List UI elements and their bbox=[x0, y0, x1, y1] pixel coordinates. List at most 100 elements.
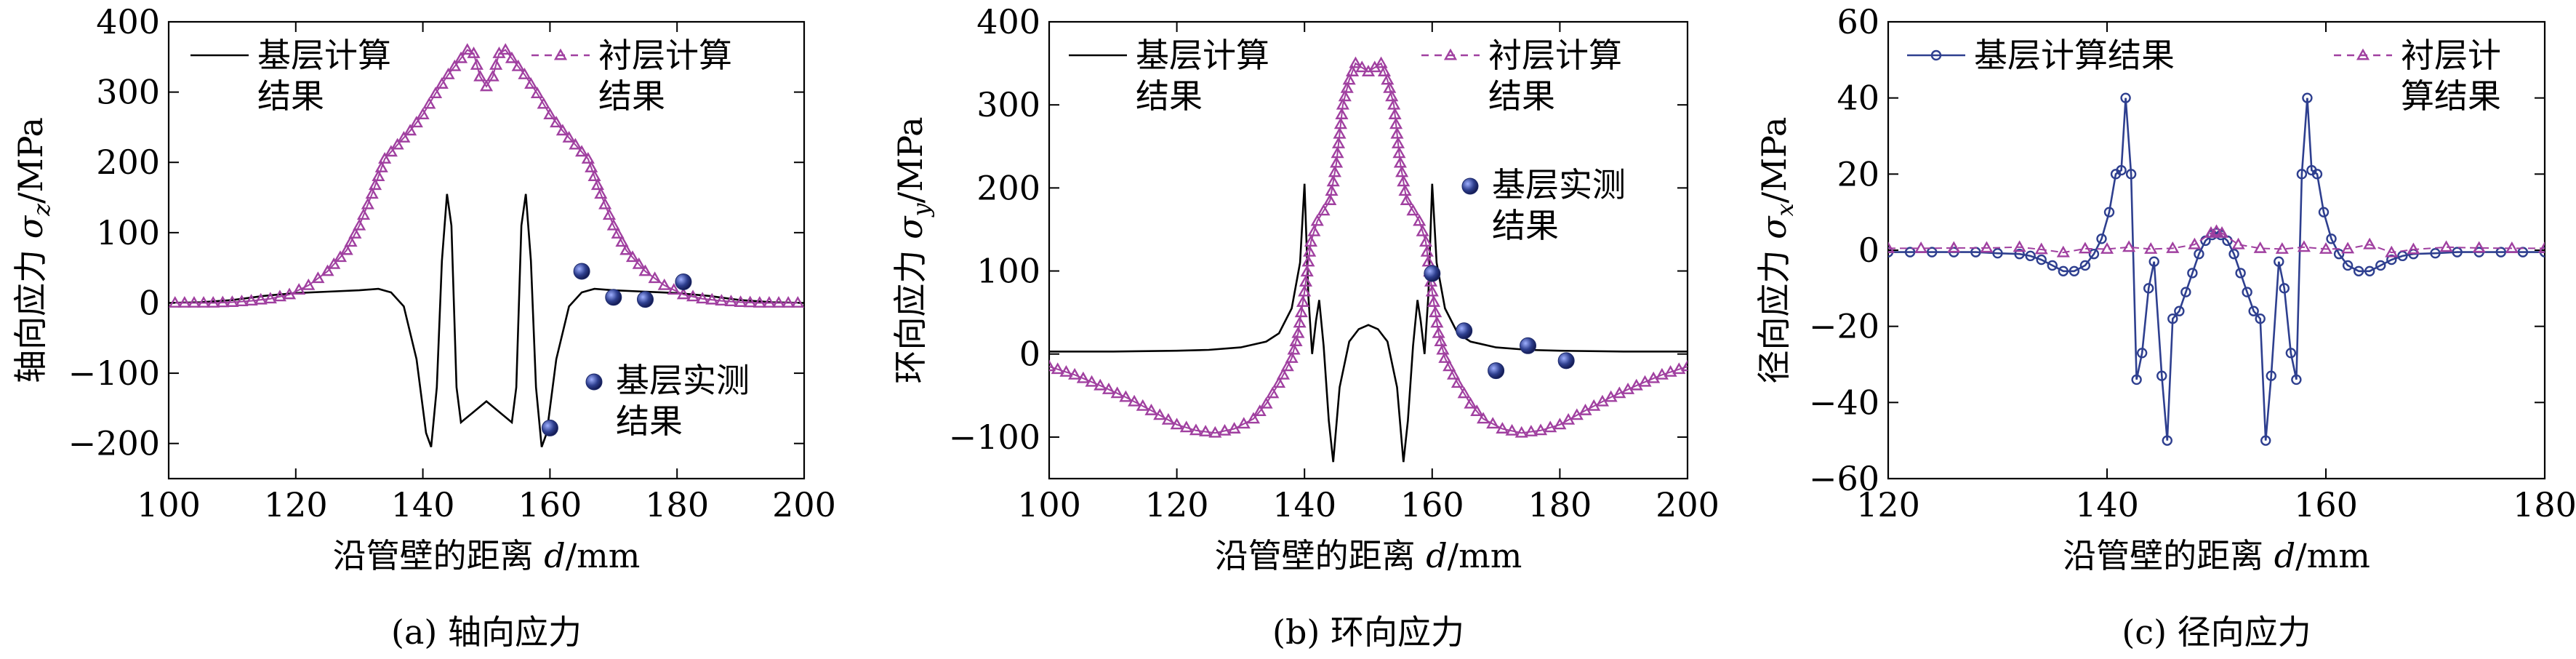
data-point bbox=[327, 257, 341, 269]
data-point bbox=[2260, 435, 2271, 446]
data-point bbox=[361, 197, 374, 209]
data-point bbox=[467, 47, 481, 58]
data-point bbox=[1307, 224, 1321, 236]
data-point bbox=[1655, 367, 1669, 380]
data-point bbox=[1629, 378, 1643, 391]
data-point bbox=[587, 169, 601, 182]
data-point bbox=[1059, 365, 1073, 377]
data-point bbox=[675, 273, 692, 290]
x-tick-label: 160 bbox=[2294, 485, 2358, 524]
y-tick-label: 300 bbox=[976, 85, 1040, 124]
data-point bbox=[1285, 351, 1299, 363]
data-point bbox=[1340, 81, 1354, 93]
data-point bbox=[1420, 244, 1434, 257]
data-point bbox=[2235, 268, 2246, 279]
data-point bbox=[321, 264, 334, 276]
data-point bbox=[356, 208, 371, 220]
data-point bbox=[1416, 224, 1429, 236]
data-point bbox=[1476, 412, 1490, 424]
data-point bbox=[378, 151, 392, 164]
data-point bbox=[2253, 241, 2267, 253]
data-point bbox=[2430, 247, 2441, 259]
data-point bbox=[1385, 89, 1399, 102]
x-axis-label-var: d bbox=[1426, 536, 1447, 575]
data-point bbox=[460, 43, 474, 55]
data-point bbox=[657, 278, 671, 290]
data-point bbox=[667, 283, 681, 295]
data-point bbox=[311, 271, 325, 284]
data-point bbox=[590, 178, 605, 191]
data-point bbox=[696, 292, 710, 304]
data-point bbox=[1127, 394, 1141, 407]
panel-axial-stress: 100 120 140 160 180 200 −200 −100 0 100 200 300 400 沿… bbox=[11, 2, 836, 652]
data-point bbox=[1342, 73, 1356, 85]
data-point bbox=[1294, 305, 1308, 318]
data-point bbox=[511, 59, 525, 71]
data-point bbox=[619, 243, 633, 255]
legend-label: 衬层计算 bbox=[598, 36, 732, 75]
data-point bbox=[368, 178, 382, 191]
data-point bbox=[1355, 60, 1369, 73]
x-axis-label: 沿管壁的距离 d/mm bbox=[1215, 536, 1522, 575]
legend-label: 基层计算 bbox=[1136, 36, 1269, 75]
data-point bbox=[581, 151, 595, 164]
data-point bbox=[348, 227, 362, 239]
data-point bbox=[1398, 184, 1412, 196]
data-point bbox=[2255, 313, 2266, 324]
data-point bbox=[1110, 386, 1124, 399]
data-point bbox=[340, 243, 353, 255]
data-point bbox=[2452, 247, 2463, 257]
x-tick-label: 140 bbox=[1272, 485, 1336, 524]
legend-marker bbox=[1443, 48, 1458, 60]
data-point bbox=[1303, 244, 1317, 257]
data-point bbox=[333, 250, 348, 263]
data-point bbox=[1432, 326, 1445, 338]
data-point bbox=[2296, 169, 2308, 180]
data-point bbox=[2116, 164, 2127, 176]
data-point bbox=[397, 130, 411, 143]
data-point bbox=[1638, 375, 1652, 387]
legend-label: 结果 bbox=[598, 76, 665, 116]
data-point bbox=[1289, 335, 1303, 347]
data-point bbox=[1144, 403, 1158, 415]
panel-radial-stress: 120 140 160 180 −60 −40 −20 0 20 40 60 沿管壁的距离 d/mm 径… bbox=[1754, 2, 2576, 652]
legend-label: 基层计算 bbox=[257, 36, 391, 75]
legend-marker bbox=[2356, 48, 2370, 60]
data-point bbox=[1672, 362, 1686, 375]
data-point bbox=[2079, 260, 2091, 271]
data-point bbox=[1429, 305, 1443, 318]
data-point bbox=[2364, 265, 2375, 276]
data-point bbox=[372, 169, 385, 182]
data-point bbox=[2318, 207, 2330, 217]
data-point bbox=[1076, 371, 1090, 383]
data-point bbox=[771, 296, 786, 308]
data-point bbox=[1153, 408, 1167, 420]
data-point bbox=[2342, 260, 2354, 271]
series-1 bbox=[1888, 224, 2545, 257]
data-point bbox=[2131, 374, 2142, 386]
data-point bbox=[1328, 165, 1341, 177]
data-point bbox=[1094, 378, 1107, 391]
data-point bbox=[1383, 81, 1397, 93]
data-point bbox=[2333, 249, 2345, 260]
data-point bbox=[1544, 420, 1557, 433]
data-point bbox=[2144, 242, 2158, 254]
data-point bbox=[1338, 89, 1352, 102]
data-point bbox=[2274, 256, 2284, 267]
data-point bbox=[753, 296, 766, 308]
data-point bbox=[1486, 417, 1500, 429]
data-point bbox=[2210, 224, 2223, 236]
legend-marker bbox=[1461, 177, 1479, 195]
panel-caption: (c) 径向应力 bbox=[2122, 612, 2311, 652]
data-point bbox=[530, 87, 544, 98]
data-point bbox=[1980, 241, 1994, 253]
x-tick-label: 100 bbox=[137, 485, 201, 524]
y-axis-label-unit: /MPa bbox=[1754, 117, 1794, 204]
data-point bbox=[479, 79, 494, 92]
data-point bbox=[638, 264, 652, 276]
data-point bbox=[1291, 326, 1305, 338]
data-point bbox=[435, 77, 449, 89]
data-point bbox=[1068, 367, 1082, 380]
data-point bbox=[2167, 313, 2178, 324]
